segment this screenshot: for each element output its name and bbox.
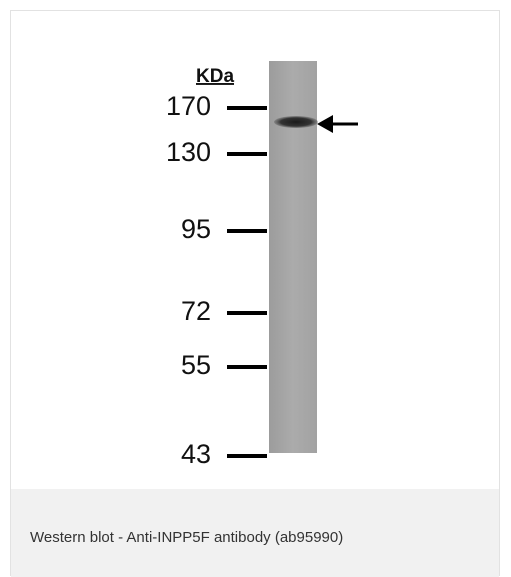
marker-label: 170 <box>166 91 211 121</box>
page: {"blot": {"unit_label": "KDa", "markers"… <box>0 0 511 576</box>
blot-image: KDa 170 130 95 72 55 43 <box>11 11 499 489</box>
band <box>274 116 318 128</box>
caption-text: Western blot - Anti-INPP5F antibody (ab9… <box>30 529 343 546</box>
arrow-head <box>317 115 333 133</box>
marker-label: 95 <box>181 214 211 244</box>
unit-label: KDa <box>196 66 234 87</box>
marker-label: 43 <box>181 439 211 469</box>
caption-area: Western blot - Anti-INPP5F antibody (ab9… <box>11 489 499 577</box>
figure-frame: KDa 170 130 95 72 55 43 Western blot - Anti-I… <box>10 10 500 576</box>
marker-label: 130 <box>166 137 211 167</box>
marker-group: 170 130 95 72 55 43 <box>166 91 267 469</box>
marker-label: 55 <box>181 350 211 380</box>
marker-label: 72 <box>181 296 211 326</box>
